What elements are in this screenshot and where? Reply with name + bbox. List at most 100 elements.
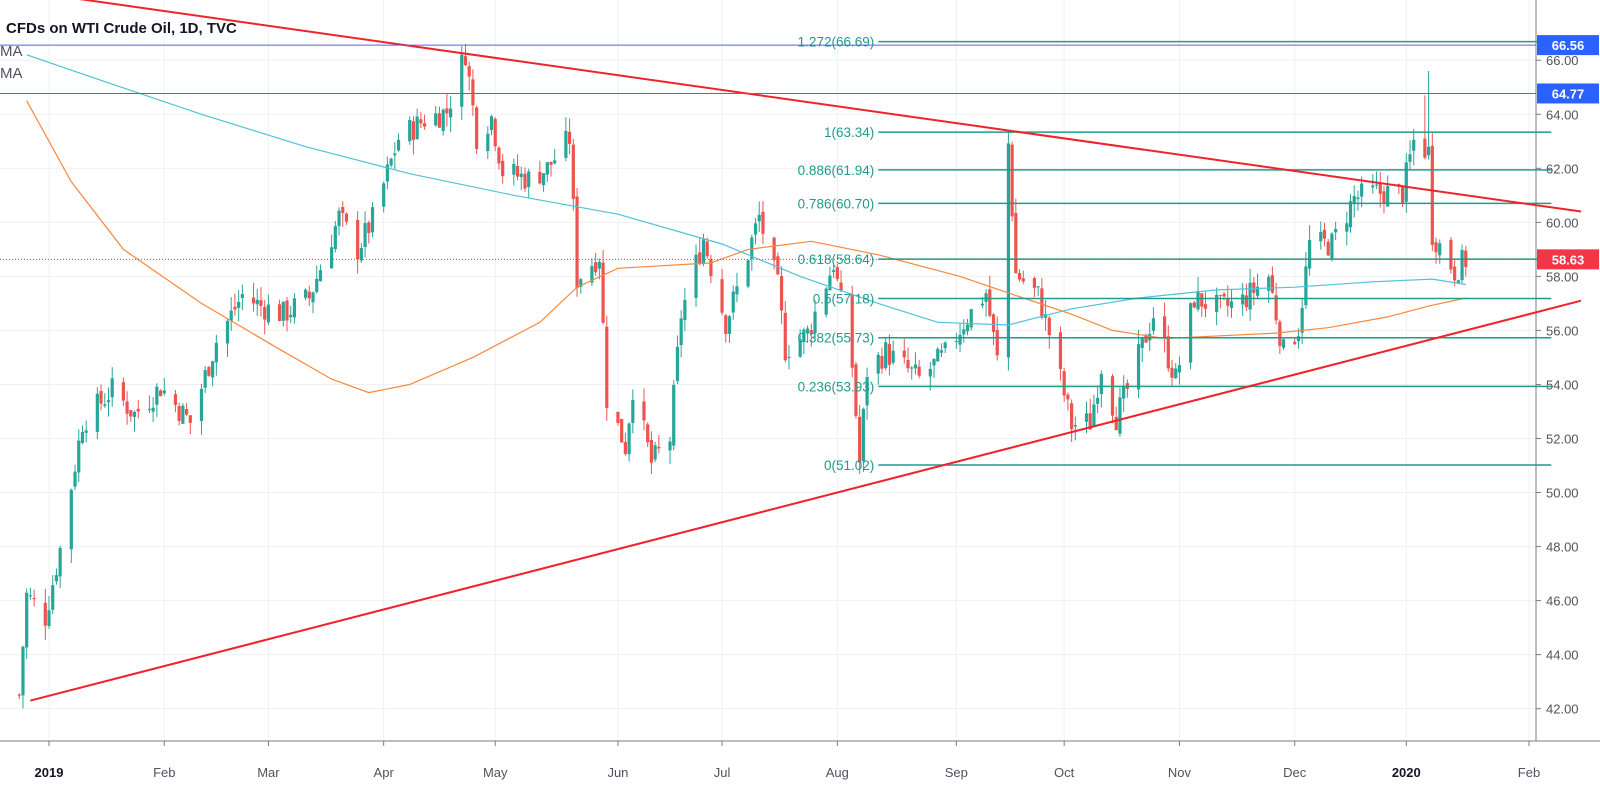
candle-body bbox=[233, 306, 237, 310]
candle-body bbox=[724, 315, 728, 334]
y-tick-label: 66.00 bbox=[1546, 53, 1579, 68]
candle-body bbox=[54, 575, 59, 582]
candle-body bbox=[571, 144, 575, 199]
fib-level-label: 0.382(55.73) bbox=[798, 331, 875, 346]
candle-body bbox=[746, 260, 750, 287]
candle-body bbox=[590, 266, 594, 283]
candle-body bbox=[705, 241, 709, 257]
candle-body bbox=[266, 304, 270, 323]
candle-body bbox=[1434, 242, 1438, 253]
candle-body bbox=[1177, 365, 1182, 373]
candle-body bbox=[1374, 184, 1379, 186]
candle-body bbox=[367, 222, 371, 234]
candle-body bbox=[110, 378, 114, 398]
candle-body bbox=[292, 298, 297, 318]
candle-body bbox=[132, 411, 137, 417]
last-price-tag-label: 58.63 bbox=[1552, 252, 1585, 267]
candle-body bbox=[434, 113, 438, 126]
candle-body bbox=[303, 289, 308, 298]
candle-body bbox=[750, 237, 754, 259]
candle-body bbox=[173, 394, 178, 405]
candle-body bbox=[805, 328, 810, 334]
chart-title: CFDs on WTI Crude Oil, 1D, TVC bbox=[6, 20, 237, 37]
candle-body bbox=[437, 113, 442, 128]
candle-body bbox=[43, 602, 47, 626]
candle-body bbox=[1162, 316, 1167, 339]
candle-body bbox=[422, 123, 427, 127]
candle-body bbox=[1047, 317, 1051, 336]
candle-body bbox=[263, 307, 267, 320]
candle-body bbox=[1453, 266, 1457, 281]
candle-body bbox=[95, 393, 99, 432]
candle-body bbox=[1330, 233, 1334, 259]
candle-body bbox=[475, 107, 479, 150]
x-tick-label: Dec bbox=[1283, 765, 1307, 780]
candle-body bbox=[623, 441, 627, 454]
candle-body bbox=[277, 304, 282, 321]
candle-body bbox=[757, 214, 761, 222]
fib-level-label: 0.618(58.64) bbox=[798, 252, 875, 267]
candle-body bbox=[1170, 367, 1174, 378]
candle-body bbox=[1088, 413, 1092, 430]
candle-body bbox=[809, 330, 813, 334]
candle-body bbox=[1382, 191, 1386, 204]
candle-body bbox=[1110, 376, 1115, 416]
fib-level-label: 0.5(57.18) bbox=[813, 292, 875, 307]
candle-body bbox=[99, 391, 103, 404]
candle-body bbox=[382, 183, 386, 207]
candle-body bbox=[1255, 286, 1260, 296]
candle-body bbox=[568, 131, 572, 144]
candle-body bbox=[835, 267, 839, 280]
candle-body bbox=[679, 318, 683, 346]
candle-body bbox=[527, 171, 531, 188]
candle-body bbox=[419, 119, 423, 124]
candle-body bbox=[653, 445, 657, 460]
candle-body bbox=[910, 367, 914, 369]
candle-body bbox=[1017, 272, 1022, 280]
candle-body bbox=[675, 346, 680, 381]
x-tick-label: Nov bbox=[1168, 765, 1192, 780]
candle-body bbox=[1241, 294, 1245, 305]
candle-body bbox=[449, 108, 453, 118]
candle-body bbox=[28, 595, 33, 597]
fib-level-label: 0(51.02) bbox=[824, 458, 874, 473]
candle-body bbox=[489, 116, 494, 131]
candle-body bbox=[486, 133, 490, 152]
candle-body bbox=[47, 610, 51, 627]
candle-body bbox=[802, 329, 806, 343]
candle-body bbox=[289, 314, 293, 318]
candle-body bbox=[858, 416, 862, 463]
candle-body bbox=[229, 310, 233, 321]
candle-body bbox=[1386, 186, 1390, 207]
candle-body bbox=[1092, 404, 1096, 427]
candle-body bbox=[17, 694, 21, 696]
x-tick-label: Mar bbox=[257, 765, 280, 780]
candle-body bbox=[51, 585, 55, 610]
candle-body bbox=[155, 386, 159, 405]
candle-body bbox=[181, 405, 185, 424]
y-tick-label: 48.00 bbox=[1546, 540, 1579, 555]
x-tick-label: Jul bbox=[714, 765, 731, 780]
candle-body bbox=[344, 213, 349, 222]
candle-body bbox=[1296, 336, 1301, 342]
candle-body bbox=[1356, 197, 1360, 200]
candle-body bbox=[962, 329, 966, 335]
candle-body bbox=[1278, 321, 1282, 347]
candle-body bbox=[106, 400, 111, 403]
candle-body bbox=[884, 342, 888, 369]
fib-level-label: 1(63.34) bbox=[824, 125, 874, 140]
y-tick-label: 54.00 bbox=[1546, 377, 1579, 392]
candle-body bbox=[1066, 394, 1070, 400]
candle-body bbox=[995, 330, 999, 356]
candle-body bbox=[467, 66, 471, 77]
candle-body bbox=[311, 292, 315, 303]
candle-body bbox=[969, 309, 973, 328]
candle-body bbox=[25, 592, 29, 648]
x-tick-label: 2019 bbox=[35, 765, 64, 780]
candle-body bbox=[824, 288, 828, 315]
last-price-tag bbox=[1537, 249, 1599, 270]
x-tick-label: Feb bbox=[1518, 765, 1540, 780]
candle-body bbox=[601, 262, 605, 323]
